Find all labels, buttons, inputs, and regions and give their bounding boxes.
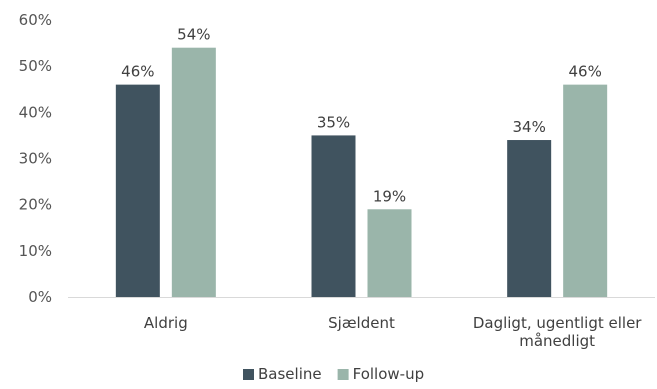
data-label: 35% [317,113,350,131]
bar-baseline [507,140,552,297]
category-label: Aldrig [144,314,188,332]
y-tick-label: 20% [19,196,52,214]
y-axis: 0% 10% 20% 30% 40% 50% 60% [19,11,52,306]
legend-swatch [243,369,254,380]
x-axis: Aldrig Sjældent Dagligt, ugentligt ellermå… [68,297,655,350]
y-tick-label: 40% [19,103,52,121]
legend-label: Follow-up [353,365,425,383]
category-label: Sjældent [328,314,395,332]
y-tick-label: 30% [19,150,52,168]
category-label: månedligt [519,332,595,350]
data-label: 46% [121,63,154,81]
y-tick-label: 50% [19,57,52,75]
legend: Baseline Follow-up [243,365,424,383]
legend-label: Baseline [258,365,322,383]
data-label: 54% [177,26,210,44]
y-tick-label: 60% [19,11,52,29]
data-label: 34% [512,118,545,136]
bar-baseline [115,84,160,297]
category-label: Dagligt, ugentligt eller [473,314,642,332]
bar-baseline [311,135,356,297]
legend-swatch [337,369,349,380]
bar-follow-up [563,84,608,297]
bar-follow-up [367,209,412,297]
bars: 46% 54% 35% 19% 34% 46% [115,26,608,298]
y-tick-label: 10% [19,242,52,260]
bar-follow-up [171,47,216,298]
data-label: 19% [373,187,406,205]
data-label: 46% [568,63,601,81]
y-tick-label: 0% [28,288,52,306]
